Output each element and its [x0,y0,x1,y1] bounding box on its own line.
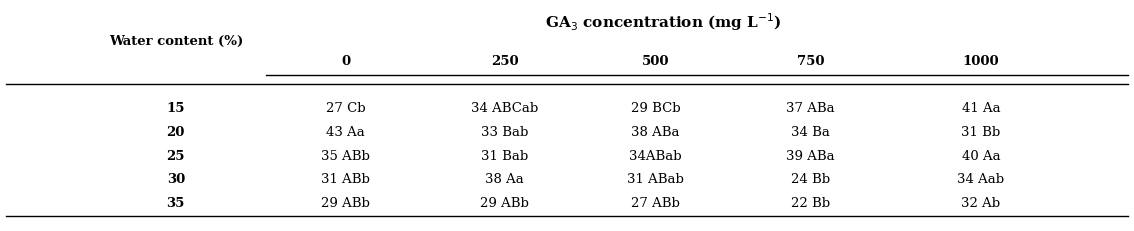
Text: 29 BCb: 29 BCb [631,102,680,116]
Text: 22 Bb: 22 Bb [792,197,830,210]
Text: 33 Bab: 33 Bab [481,126,528,139]
Text: 40 Aa: 40 Aa [962,149,1000,163]
Text: GA$_3$ concentration (mg L$^{-1}$): GA$_3$ concentration (mg L$^{-1}$) [545,11,781,33]
Text: 27 ABb: 27 ABb [631,197,680,210]
Text: 39 ABa: 39 ABa [787,149,835,163]
Text: 38 Aa: 38 Aa [485,173,524,186]
Text: 31 ABb: 31 ABb [321,173,371,186]
Text: 1000: 1000 [963,55,999,68]
Text: 35: 35 [167,197,185,210]
Text: 24 Bb: 24 Bb [792,173,830,186]
Text: 0: 0 [341,55,350,68]
Text: 34 Aab: 34 Aab [957,173,1005,186]
Text: 34ABab: 34ABab [629,149,682,163]
Text: 41 Aa: 41 Aa [962,102,1000,116]
Text: 43 Aa: 43 Aa [327,126,365,139]
Text: 750: 750 [797,55,824,68]
Text: 35 ABb: 35 ABb [321,149,371,163]
Text: 31 Bb: 31 Bb [962,126,1000,139]
Text: 31 Bab: 31 Bab [481,149,528,163]
Text: 25: 25 [167,149,185,163]
Text: 27 Cb: 27 Cb [327,102,365,116]
Text: 29 ABb: 29 ABb [321,197,371,210]
Text: 38 ABa: 38 ABa [632,126,679,139]
Text: 250: 250 [491,55,518,68]
Text: 500: 500 [642,55,669,68]
Text: 20: 20 [167,126,185,139]
Text: 31 ABab: 31 ABab [627,173,684,186]
Text: 34 Ba: 34 Ba [792,126,830,139]
Text: 15: 15 [167,102,185,116]
Text: 32 Ab: 32 Ab [962,197,1000,210]
Text: 37 ABa: 37 ABa [787,102,835,116]
Text: 34 ABCab: 34 ABCab [471,102,539,116]
Text: Water content (%): Water content (%) [109,35,243,49]
Text: 29 ABb: 29 ABb [480,197,530,210]
Text: 30: 30 [167,173,185,186]
